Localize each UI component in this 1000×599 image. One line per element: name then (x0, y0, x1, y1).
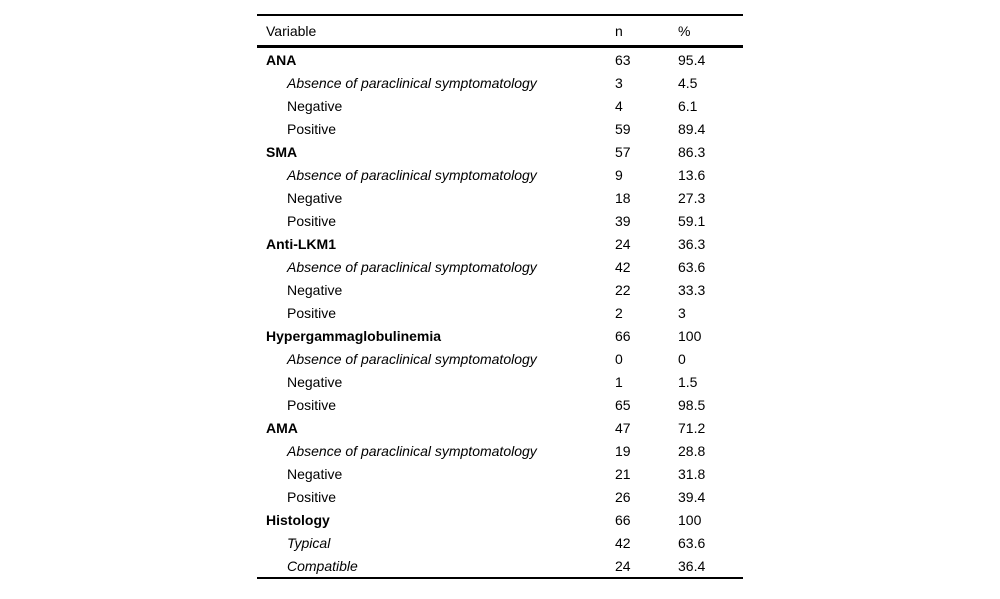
table-row: Absence of paraclinical symptomatology 19… (257, 439, 743, 462)
table-row: Histology 66 100 (257, 508, 743, 531)
row-variable-label: AMA (266, 419, 298, 436)
row-n-value: 57 (615, 143, 631, 160)
table-row: Compatible 24 36.4 (257, 554, 743, 577)
row-pct-value: 63.6 (678, 534, 706, 551)
table-row: Positive 39 59.1 (257, 209, 743, 232)
table-row: Negative 1 1.5 (257, 370, 743, 393)
row-n-value: 66 (615, 511, 631, 528)
table-row: Negative 22 33.3 (257, 278, 743, 301)
row-n-value: 63 (615, 51, 631, 68)
table-row: ANA 63 95.4 (257, 48, 743, 71)
row-n-value: 26 (615, 488, 631, 505)
row-pct-value: 100 (678, 327, 702, 344)
row-variable-label: Compatible (287, 557, 358, 574)
row-pct-value: 89.4 (678, 120, 706, 137)
row-n-value: 42 (615, 258, 631, 275)
row-variable-label: Hypergammaglobulinemia (266, 327, 442, 344)
row-pct-value: 39.4 (678, 488, 706, 505)
row-pct-value: 4.5 (678, 74, 698, 91)
table-row: Absence of paraclinical symptomatology 3 4… (257, 71, 743, 94)
row-variable-label: Absence of paraclinical symptomatology (287, 258, 537, 275)
table-row: AMA 47 71.2 (257, 416, 743, 439)
column-header-n: n (615, 22, 623, 39)
table-row: Negative 18 27.3 (257, 186, 743, 209)
row-n-value: 47 (615, 419, 631, 436)
row-variable-label: Positive (287, 120, 337, 137)
row-variable-label: Absence of paraclinical symptomatology (287, 166, 537, 183)
table-row: Positive 65 98.5 (257, 393, 743, 416)
column-header-variable: Variable (266, 22, 317, 39)
table-row: Absence of paraclinical symptomatology 9 1… (257, 163, 743, 186)
row-n-value: 24 (615, 557, 631, 574)
table-row: Hypergammaglobulinemia 66 100 (257, 324, 743, 347)
row-pct-value: 0 (678, 350, 686, 367)
table-row: Positive 26 39.4 (257, 485, 743, 508)
row-variable-label: Negative (287, 373, 343, 390)
row-variable-label: Positive (287, 304, 337, 321)
row-n-value: 3 (615, 74, 623, 91)
row-variable-label: Negative (287, 465, 343, 482)
row-variable-label: Absence of paraclinical symptomatology (287, 74, 537, 91)
row-variable-label: Positive (287, 396, 337, 413)
row-n-value: 1 (615, 373, 623, 390)
row-pct-value: 1.5 (678, 373, 698, 390)
row-pct-value: 36.3 (678, 235, 706, 252)
row-pct-value: 28.8 (678, 442, 706, 459)
row-n-value: 65 (615, 396, 631, 413)
row-pct-value: 31.8 (678, 465, 706, 482)
row-pct-value: 59.1 (678, 212, 706, 229)
row-n-value: 39 (615, 212, 631, 229)
row-variable-label: ANA (266, 51, 297, 68)
row-n-value: 59 (615, 120, 631, 137)
row-pct-value: 27.3 (678, 189, 706, 206)
row-variable-label: Negative (287, 189, 343, 206)
table-row: Positive 2 3 (257, 301, 743, 324)
row-variable-label: Positive (287, 488, 337, 505)
table-row: Negative 21 31.8 (257, 462, 743, 485)
row-n-value: 21 (615, 465, 631, 482)
row-n-value: 66 (615, 327, 631, 344)
row-variable-label: Negative (287, 281, 343, 298)
row-variable-label: Typical (287, 534, 331, 551)
table-body: ANA 63 95.4 Absence of paraclinical symptom… (257, 48, 743, 577)
row-variable-label: Negative (287, 97, 343, 114)
row-pct-value: 100 (678, 511, 702, 528)
table-header-row: Variable n % (257, 16, 743, 48)
row-n-value: 4 (615, 97, 623, 114)
column-header-pct: % (678, 22, 691, 39)
row-variable-label: Histology (266, 511, 330, 528)
table-row: Anti-LKM1 24 36.3 (257, 232, 743, 255)
table-row: Typical 42 63.6 (257, 531, 743, 554)
table-row: Negative 4 6.1 (257, 94, 743, 117)
row-n-value: 9 (615, 166, 623, 183)
table-row: Absence of paraclinical symptomatology 42… (257, 255, 743, 278)
table-row: Positive 59 89.4 (257, 117, 743, 140)
row-n-value: 42 (615, 534, 631, 551)
row-n-value: 0 (615, 350, 623, 367)
table-row: SMA 57 86.3 (257, 140, 743, 163)
row-pct-value: 13.6 (678, 166, 706, 183)
row-n-value: 22 (615, 281, 631, 298)
row-pct-value: 33.3 (678, 281, 706, 298)
row-n-value: 2 (615, 304, 623, 321)
row-variable-label: Absence of paraclinical symptomatology (287, 350, 537, 367)
row-variable-label: Anti-LKM1 (266, 235, 336, 252)
row-pct-value: 86.3 (678, 143, 706, 160)
row-pct-value: 63.6 (678, 258, 706, 275)
row-pct-value: 71.2 (678, 419, 706, 436)
table-row: Absence of paraclinical symptomatology 0 0 (257, 347, 743, 370)
row-n-value: 19 (615, 442, 631, 459)
row-pct-value: 3 (678, 304, 686, 321)
row-n-value: 24 (615, 235, 631, 252)
row-pct-value: 36.4 (678, 557, 706, 574)
results-table: Variable n % ANA 63 95.4 Absence of paracli… (257, 14, 743, 579)
row-n-value: 18 (615, 189, 631, 206)
row-variable-label: Absence of paraclinical symptomatology (287, 442, 537, 459)
row-variable-label: Positive (287, 212, 337, 229)
row-variable-label: SMA (266, 143, 298, 160)
row-pct-value: 95.4 (678, 51, 706, 68)
row-pct-value: 98.5 (678, 396, 706, 413)
row-pct-value: 6.1 (678, 97, 698, 114)
